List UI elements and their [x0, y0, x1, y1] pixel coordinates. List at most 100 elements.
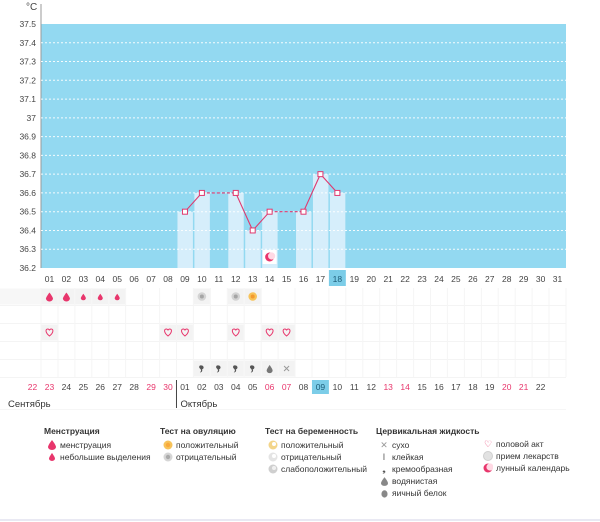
legend-pregnancy-title: Тест на беременность [265, 426, 359, 436]
calendar-day-label: 26 [96, 382, 106, 392]
calendar-day-label: 06 [265, 382, 275, 392]
temperature-point[interactable] [198, 189, 205, 196]
x-day-label: 27 [485, 274, 495, 284]
symptom-cell[interactable] [160, 324, 176, 341]
x-day-label: 04 [96, 274, 106, 284]
legend-item-label: положительный [281, 440, 344, 450]
x-day-label: 18 [333, 274, 343, 284]
calendar-strip [0, 380, 566, 396]
legend-item-creamy: ❟ кремообразная [376, 463, 479, 475]
calendar-day-label: 28 [129, 382, 139, 392]
legend-item-label: сухо [392, 440, 410, 450]
y-tick-label: 36.9 [19, 132, 36, 142]
temperature-line-segment [184, 192, 203, 213]
heart-icon [282, 328, 291, 337]
y-tick-label: 36.6 [19, 188, 36, 198]
symptom-cell[interactable] [227, 324, 244, 341]
x-day-label: 06 [129, 274, 139, 284]
symptom-cell[interactable] [176, 324, 193, 341]
pregnancy-negative-icon [265, 452, 281, 462]
small-drop-icon [80, 293, 86, 301]
temperature-point[interactable] [266, 208, 273, 215]
calendar-day-label: 16 [434, 382, 444, 392]
watery-drop-icon [266, 365, 273, 374]
calendar-day-label: 19 [485, 382, 495, 392]
calendar-day-label: 01 [180, 382, 190, 392]
legend-item-label: водянистая [392, 476, 438, 486]
row-header-cell [0, 288, 41, 305]
legend-item-pregnancy-weak: слабоположительный [265, 463, 367, 475]
calendar-day-label: 25 [79, 382, 89, 392]
legend-item-watery: водянистая [376, 475, 479, 487]
moon-icon [262, 250, 277, 264]
drop-icon [45, 292, 53, 302]
x-day-label: 24 [434, 274, 444, 284]
chart-svg: 37.5 37.4 37.3 37.2 37.1 37 36.9 36.8 36.7 36.6 36… [0, 4, 567, 411]
bbt-chart: 37.5 37.4 37.3 37.2 37.1 37 36.9 36.8 36.7 36.6 36… [0, 2, 567, 411]
x-day-label: 15 [282, 274, 292, 284]
y-tick-label: 37.4 [19, 38, 36, 48]
x-day-label: 09 [180, 274, 190, 284]
legend: Менструация менструация небольшие выделе… [0, 426, 600, 522]
heart-icon [45, 328, 54, 337]
highlight-day-cell [328, 270, 346, 286]
pregnancy-positive-icon [265, 440, 281, 450]
calendar-day-label: 17 [451, 382, 461, 392]
temperature-point[interactable] [232, 189, 239, 196]
temperature-line-segment [252, 211, 271, 231]
x-day-label: 26 [468, 274, 478, 284]
calendar-day-label: 10 [333, 382, 343, 392]
sun-negative-icon [160, 452, 176, 462]
sun-positive-icon [160, 440, 176, 450]
temperature-point[interactable] [334, 189, 341, 196]
legend-item-label: слабоположительный [281, 464, 367, 474]
symptom-cell[interactable] [261, 324, 278, 341]
y-tick-label: 36.7 [19, 169, 36, 179]
cross-icon: ✕ [380, 439, 388, 450]
heart-icon [164, 328, 172, 337]
symptom-cell[interactable] [41, 324, 58, 341]
legend-item-label: небольшие выделения [60, 452, 151, 462]
temperature-line-segment [302, 173, 321, 212]
x-day-label: 31 [553, 274, 563, 284]
legend-cervical-title: Цервикальная жидкость [376, 426, 480, 436]
calendar-day-label: 29 [146, 382, 156, 392]
temperature-point[interactable] [181, 208, 188, 215]
legend-item-moon: лунный календарь [480, 462, 570, 474]
temperature-point[interactable] [317, 171, 324, 178]
x-day-label: 19 [350, 274, 360, 284]
sun-icon-core [250, 294, 255, 299]
calendar-day-label: 08 [299, 382, 309, 392]
legend-item-ovulation-positive: положительный [160, 439, 238, 451]
x-day-label: 16 [299, 274, 309, 284]
x-day-label: 21 [383, 274, 393, 284]
x-day-label: 11 [214, 274, 223, 284]
calendar-day-label: 03 [214, 382, 224, 392]
calendar-day-label: 18 [468, 382, 478, 392]
x-day-label: 23 [417, 274, 427, 284]
sun-icon-core [233, 294, 238, 299]
temperature-point[interactable] [249, 227, 256, 234]
x-day-label: 10 [197, 274, 207, 284]
symptom-cell[interactable] [278, 324, 295, 341]
calendar-day-label: 23 [45, 382, 55, 392]
heart-icon [231, 328, 240, 337]
calendar-highlight-cell [311, 380, 329, 394]
x-day-label: 22 [400, 274, 410, 284]
x-day-label: 28 [502, 274, 512, 284]
legend-ovulation-title: Тест на овуляцию [160, 426, 236, 436]
y-tick-label: 37.5 [19, 19, 36, 29]
legend-menstruation-title: Менструация [44, 426, 100, 436]
x-day-label: 14 [265, 274, 275, 284]
temperature-line-segment [320, 173, 338, 194]
calendar-day-label: 22 [28, 382, 38, 392]
legend-item-label: кремообразная [392, 464, 453, 474]
x-day-label: 30 [536, 274, 546, 284]
calendar-day-label: 24 [62, 382, 72, 392]
temperature-point[interactable] [300, 208, 307, 215]
y-tick-label: 36.5 [19, 207, 36, 217]
creamy-icon: ❟ [382, 463, 386, 474]
drop-icon [44, 440, 60, 450]
egg-white-icon [376, 489, 392, 498]
x-day-label: 05 [112, 274, 122, 284]
